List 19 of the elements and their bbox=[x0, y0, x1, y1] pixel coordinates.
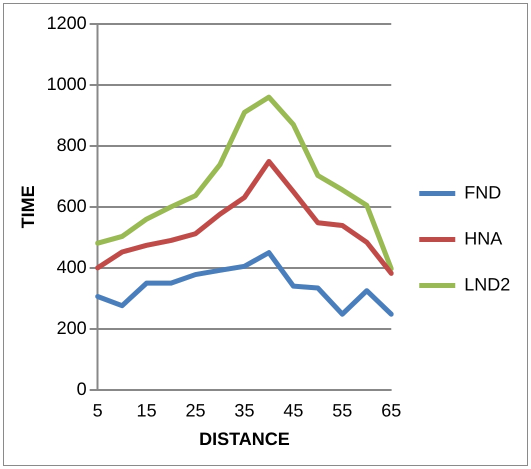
x-axis-title: DISTANCE bbox=[199, 429, 290, 450]
x-tick-label: 5 bbox=[92, 400, 103, 421]
legend-label: FND bbox=[464, 182, 502, 202]
x-tick-label: 65 bbox=[381, 400, 402, 421]
y-tick-label: 200 bbox=[56, 318, 87, 338]
y-tick-label: 800 bbox=[56, 134, 87, 155]
x-tick-label: 35 bbox=[234, 400, 254, 421]
y-tick-label: 1000 bbox=[46, 74, 87, 94]
x-tick-label: 55 bbox=[332, 400, 352, 421]
x-tick-label: 45 bbox=[283, 400, 304, 421]
legend-label: LND2 bbox=[464, 274, 510, 294]
legend-label: HNA bbox=[464, 228, 502, 248]
x-tick-label: 15 bbox=[136, 400, 157, 421]
y-tick-label: 0 bbox=[76, 378, 87, 399]
y-tick-label: 400 bbox=[56, 256, 87, 277]
y-tick-label: 1200 bbox=[46, 12, 87, 33]
y-axis-title: TIME bbox=[18, 185, 38, 228]
x-tick-label: 25 bbox=[185, 400, 206, 421]
y-tick-label: 600 bbox=[56, 196, 87, 216]
